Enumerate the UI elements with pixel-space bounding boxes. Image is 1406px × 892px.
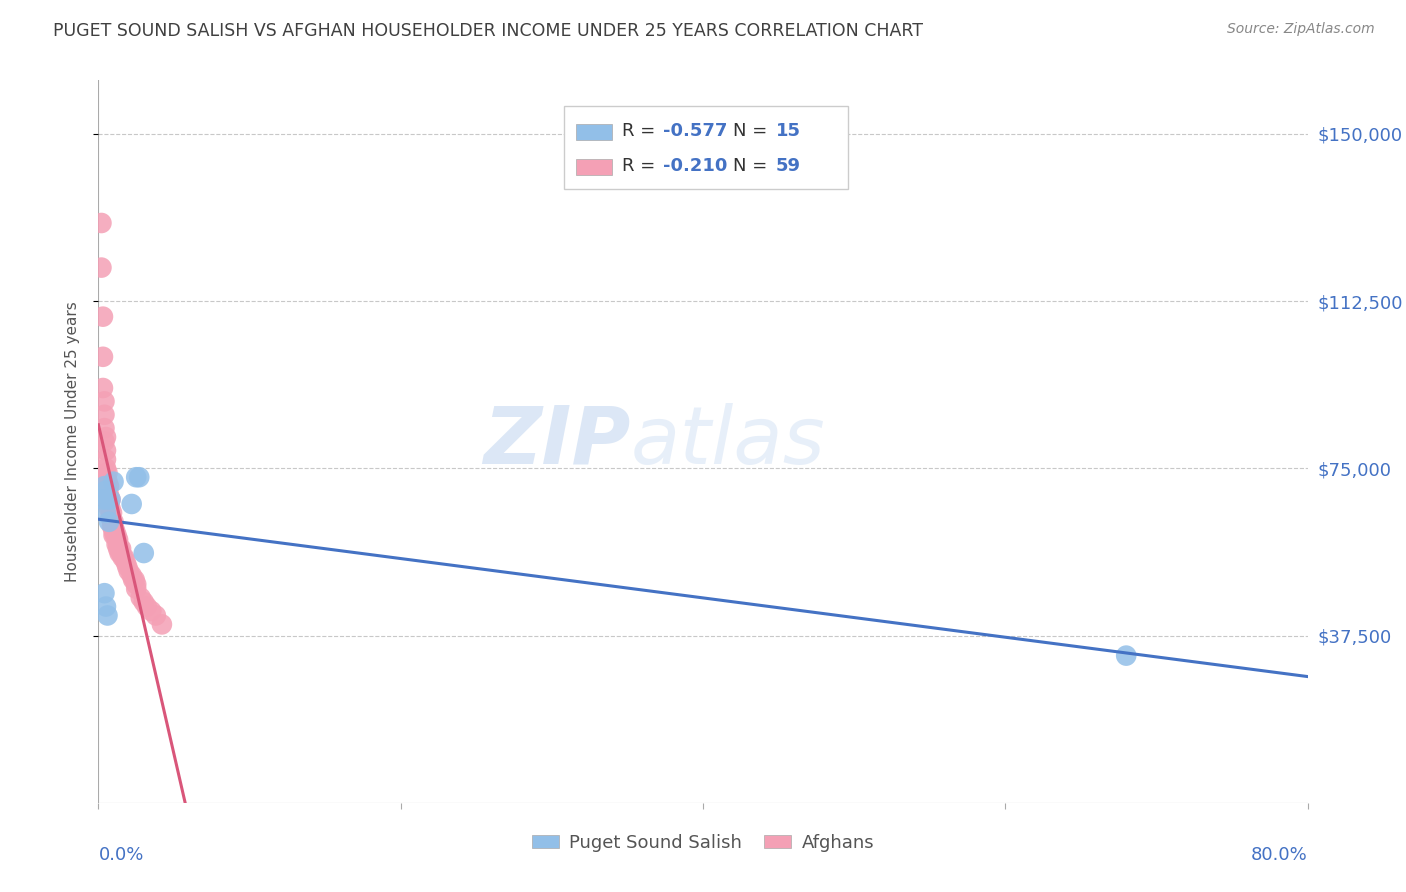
Text: 80.0%: 80.0% [1251,847,1308,864]
FancyBboxPatch shape [576,124,613,140]
Point [91,492,114,507]
Text: ZIP: ZIP [484,402,630,481]
Point [101,506,124,520]
Point [93,408,115,422]
Text: 59: 59 [776,156,800,175]
FancyBboxPatch shape [576,159,613,175]
Text: atlas: atlas [630,402,825,481]
Point [145,608,167,623]
Point [121,568,143,582]
Point [104,524,127,538]
Point [91,381,114,395]
Point [110,541,132,556]
Point [91,310,114,324]
Point [90,260,112,275]
Point [103,519,125,533]
Text: R =: R = [621,156,661,175]
Point [103,528,125,542]
Text: 0.0%: 0.0% [98,847,143,864]
Point [132,595,155,609]
Point [118,564,141,578]
Point [91,350,114,364]
Point [96,492,118,507]
Point [94,599,117,614]
Point [93,586,115,600]
Point [101,519,124,533]
Point [107,541,129,556]
Text: N =: N = [734,156,773,175]
Point [132,546,155,560]
Point [110,546,132,560]
Point [96,475,118,489]
Point [103,524,125,538]
Point [105,537,128,551]
Text: N =: N = [734,122,773,140]
Point [94,461,117,475]
Point [94,430,117,444]
Legend: Puget Sound Salish, Afghans: Puget Sound Salish, Afghans [524,826,882,859]
Point [93,479,115,493]
Point [141,604,163,618]
Point [105,528,128,542]
Point [96,483,118,498]
Point [96,608,118,623]
Point [150,617,173,632]
Text: -0.210: -0.210 [664,156,727,175]
Point [128,470,150,484]
Point [115,559,138,574]
Point [98,479,121,493]
Point [107,537,129,551]
Point [125,577,148,591]
Point [124,573,146,587]
Point [122,573,145,587]
Point [101,515,124,529]
Point [129,591,152,605]
Point [96,466,118,480]
Point [94,483,117,498]
Point [108,546,131,560]
Text: R =: R = [621,122,661,140]
Point [94,506,117,520]
Point [125,582,148,596]
Point [90,216,112,230]
Text: Source: ZipAtlas.com: Source: ZipAtlas.com [1227,22,1375,37]
Point [111,550,134,565]
Point [100,492,122,507]
Point [96,492,118,507]
Text: -0.577: -0.577 [664,122,727,140]
Point [107,533,129,547]
Point [98,497,121,511]
Point [94,443,117,458]
Point [93,421,115,435]
Point [1115,648,1137,663]
Point [114,555,136,569]
Text: PUGET SOUND SALISH VS AFGHAN HOUSEHOLDER INCOME UNDER 25 YEARS CORRELATION CHART: PUGET SOUND SALISH VS AFGHAN HOUSEHOLDER… [53,22,924,40]
Point [94,470,117,484]
Point [135,599,157,614]
Point [104,528,127,542]
Point [98,515,121,529]
Point [93,434,115,449]
Y-axis label: Householder Income Under 25 years: Householder Income Under 25 years [65,301,80,582]
Point [103,515,125,529]
Point [121,497,143,511]
Point [94,452,117,467]
Point [98,501,121,516]
Point [93,394,115,409]
Point [108,541,131,556]
Point [100,510,122,524]
FancyBboxPatch shape [564,105,848,189]
Point [125,470,148,484]
Point [112,550,135,565]
Point [98,488,121,502]
Point [103,475,125,489]
Point [100,501,122,516]
Text: 15: 15 [776,122,800,140]
Point [100,492,122,507]
